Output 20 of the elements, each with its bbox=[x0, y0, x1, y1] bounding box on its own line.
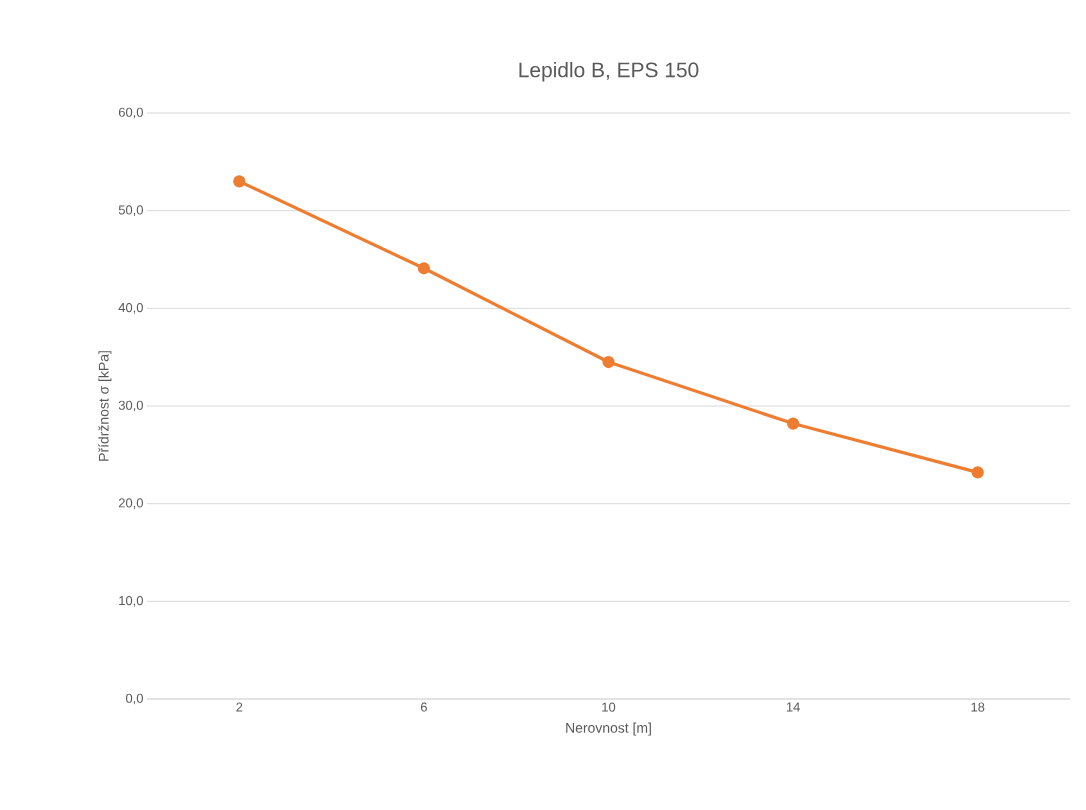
point bbox=[971, 466, 984, 479]
y-tick-label: 20,0 bbox=[118, 498, 143, 510]
x-tick-label: 2 bbox=[236, 702, 243, 712]
point bbox=[233, 175, 246, 188]
chart-title: Lepidlo B, EPS 150 bbox=[519, 62, 699, 82]
y-tick-label: 50,0 bbox=[118, 205, 143, 217]
x-tick-label: 6 bbox=[420, 702, 427, 712]
x-axis-title: Nerovnost [m] bbox=[566, 722, 651, 736]
x-tick-label: 10 bbox=[602, 702, 616, 712]
y-tick-label: 30,0 bbox=[118, 400, 143, 412]
y-tick-label: 0,0 bbox=[125, 693, 143, 705]
y-tick-label: 40,0 bbox=[118, 302, 143, 314]
y-axis-title: Přídržnost σ [kPa] bbox=[98, 351, 112, 461]
point bbox=[417, 262, 431, 275]
point bbox=[602, 355, 615, 369]
y-tick-label: 10,0 bbox=[119, 595, 143, 607]
x-tick-label: 18 bbox=[971, 702, 985, 712]
x-tick-label: 14 bbox=[786, 702, 800, 712]
y-tick-label: 60,0 bbox=[118, 107, 143, 119]
point bbox=[787, 417, 800, 430]
